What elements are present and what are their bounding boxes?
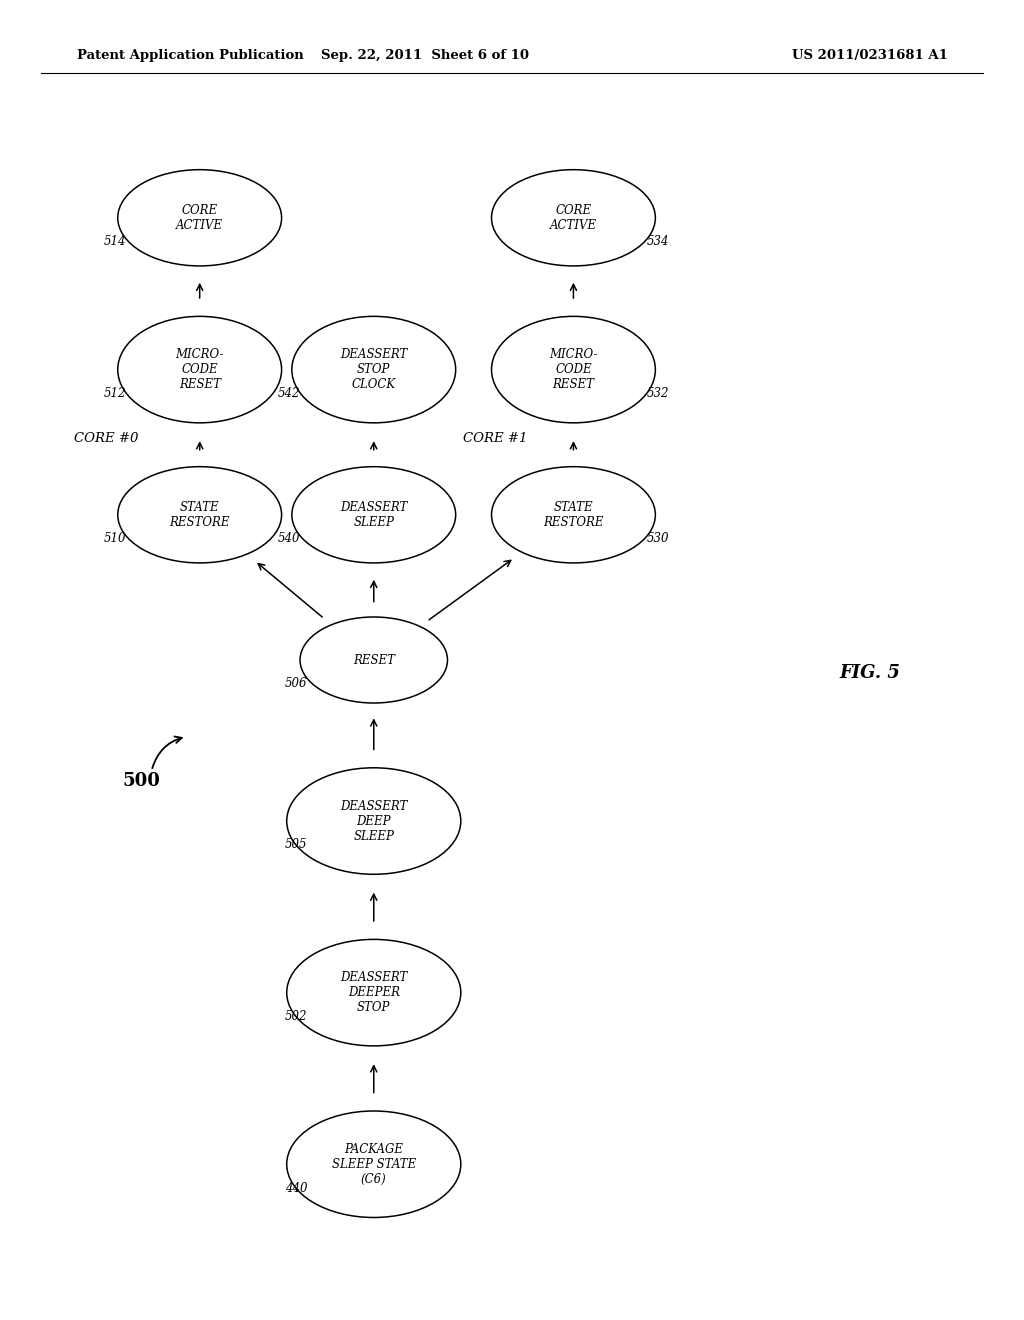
Text: CORE
ACTIVE: CORE ACTIVE bbox=[550, 203, 597, 232]
Text: 440: 440 bbox=[285, 1181, 307, 1195]
Text: DEASSERT
DEEPER
STOP: DEASSERT DEEPER STOP bbox=[340, 972, 408, 1014]
Text: CORE #0: CORE #0 bbox=[74, 432, 138, 445]
Ellipse shape bbox=[118, 317, 282, 422]
Text: 510: 510 bbox=[103, 532, 126, 545]
Text: 505: 505 bbox=[285, 838, 307, 851]
Text: RESET: RESET bbox=[352, 653, 395, 667]
Text: US 2011/0231681 A1: US 2011/0231681 A1 bbox=[793, 49, 948, 62]
Ellipse shape bbox=[287, 940, 461, 1045]
Text: Sep. 22, 2011  Sheet 6 of 10: Sep. 22, 2011 Sheet 6 of 10 bbox=[321, 49, 529, 62]
Text: Patent Application Publication: Patent Application Publication bbox=[77, 49, 303, 62]
Text: DEASSERT
SLEEP: DEASSERT SLEEP bbox=[340, 500, 408, 529]
Ellipse shape bbox=[287, 1111, 461, 1217]
Text: 506: 506 bbox=[285, 677, 307, 690]
Text: STATE
RESTORE: STATE RESTORE bbox=[543, 500, 604, 529]
Text: MICRO-
CODE
RESET: MICRO- CODE RESET bbox=[549, 348, 598, 391]
Text: CORE #1: CORE #1 bbox=[463, 432, 527, 445]
Ellipse shape bbox=[300, 616, 447, 704]
Text: STATE
RESTORE: STATE RESTORE bbox=[169, 500, 230, 529]
Text: 534: 534 bbox=[647, 235, 670, 248]
Text: 532: 532 bbox=[647, 387, 670, 400]
Text: FIG. 5: FIG. 5 bbox=[840, 664, 900, 682]
Ellipse shape bbox=[492, 467, 655, 562]
Ellipse shape bbox=[292, 467, 456, 562]
Text: PACKAGE
SLEEP STATE
(C6): PACKAGE SLEEP STATE (C6) bbox=[332, 1143, 416, 1185]
Ellipse shape bbox=[492, 317, 655, 422]
Text: 512: 512 bbox=[103, 387, 126, 400]
Ellipse shape bbox=[292, 317, 456, 422]
Text: 542: 542 bbox=[278, 387, 300, 400]
Text: 540: 540 bbox=[278, 532, 300, 545]
Text: 530: 530 bbox=[647, 532, 670, 545]
Text: 502: 502 bbox=[285, 1010, 307, 1023]
Ellipse shape bbox=[118, 170, 282, 265]
Text: 500: 500 bbox=[123, 772, 160, 791]
Text: 514: 514 bbox=[103, 235, 126, 248]
Ellipse shape bbox=[287, 768, 461, 874]
Text: MICRO-
CODE
RESET: MICRO- CODE RESET bbox=[175, 348, 224, 391]
Ellipse shape bbox=[492, 170, 655, 265]
Text: CORE
ACTIVE: CORE ACTIVE bbox=[176, 203, 223, 232]
Ellipse shape bbox=[118, 467, 282, 562]
Text: DEASSERT
STOP
CLOCK: DEASSERT STOP CLOCK bbox=[340, 348, 408, 391]
Text: DEASSERT
DEEP
SLEEP: DEASSERT DEEP SLEEP bbox=[340, 800, 408, 842]
